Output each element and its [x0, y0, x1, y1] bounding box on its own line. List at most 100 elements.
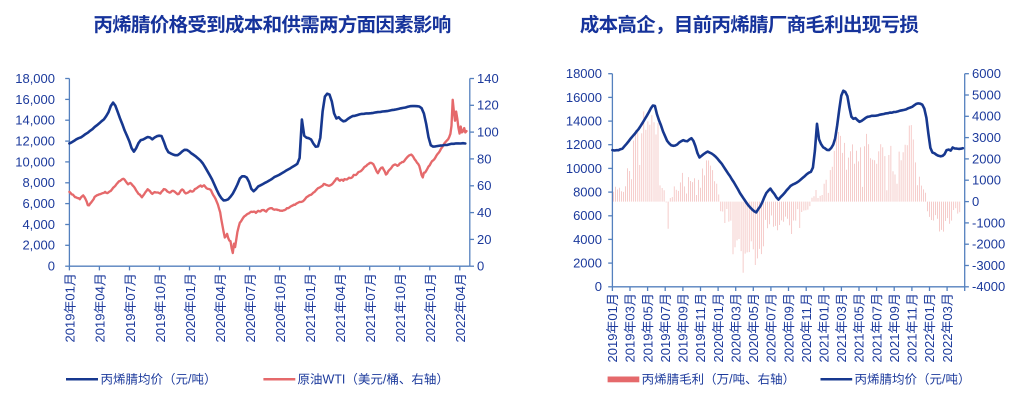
svg-text:01: 01: [63, 286, 78, 300]
svg-text:2020: 2020: [746, 334, 761, 363]
svg-text:07: 07: [363, 286, 378, 300]
svg-text:0: 0: [48, 259, 55, 274]
svg-text:04: 04: [453, 286, 468, 300]
svg-text:12000: 12000: [566, 137, 602, 152]
svg-text:11: 11: [693, 307, 708, 321]
svg-text:5000: 5000: [972, 87, 1001, 102]
svg-text:/: /: [188, 373, 192, 387]
svg-text:2020: 2020: [213, 314, 228, 343]
svg-text:2000: 2000: [573, 256, 602, 271]
svg-text:11: 11: [799, 307, 814, 321]
svg-text:120: 120: [477, 98, 499, 113]
svg-text:2021: 2021: [817, 334, 832, 363]
svg-text:0: 0: [477, 259, 484, 274]
svg-text:4,000: 4,000: [22, 217, 55, 232]
svg-text:01: 01: [605, 306, 620, 320]
svg-text:10000: 10000: [566, 161, 602, 176]
svg-text:WTI: WTI: [323, 373, 346, 387]
svg-text:2021: 2021: [333, 314, 348, 343]
svg-text:6000: 6000: [972, 66, 1001, 81]
svg-text:16000: 16000: [566, 90, 602, 105]
svg-text:2,000: 2,000: [22, 238, 55, 253]
svg-text:0: 0: [595, 279, 602, 294]
svg-text:04: 04: [93, 286, 108, 300]
svg-text:6000: 6000: [573, 208, 602, 223]
svg-text:09: 09: [781, 306, 796, 320]
svg-text:12,000: 12,000: [15, 134, 55, 149]
svg-text:01: 01: [423, 286, 438, 300]
svg-text:2020: 2020: [711, 334, 726, 363]
svg-text:09: 09: [887, 306, 902, 320]
svg-text:4000: 4000: [573, 232, 602, 247]
svg-text:2021: 2021: [905, 334, 920, 363]
svg-text:2022: 2022: [453, 314, 468, 343]
svg-text:01: 01: [922, 306, 937, 320]
svg-text:4000: 4000: [972, 109, 1001, 124]
svg-text:03: 03: [940, 306, 955, 320]
svg-text:01: 01: [711, 306, 726, 320]
svg-text:80: 80: [477, 151, 491, 166]
svg-text:2019: 2019: [93, 314, 108, 343]
svg-text:20: 20: [477, 232, 491, 247]
svg-text:10: 10: [273, 286, 288, 300]
svg-text:-3000: -3000: [972, 258, 1005, 273]
svg-text:01: 01: [817, 306, 832, 320]
svg-text:10: 10: [153, 286, 168, 300]
svg-text:2019: 2019: [153, 314, 168, 343]
svg-text:10: 10: [393, 286, 408, 300]
svg-text:2019: 2019: [605, 334, 620, 363]
svg-text:-1000: -1000: [972, 215, 1005, 230]
svg-text:100: 100: [477, 125, 499, 140]
svg-text:14,000: 14,000: [15, 113, 55, 128]
svg-text:03: 03: [623, 306, 638, 320]
svg-text:04: 04: [333, 286, 348, 300]
svg-text:/: /: [942, 373, 946, 387]
svg-text:40: 40: [477, 205, 491, 220]
svg-text:04: 04: [213, 286, 228, 300]
svg-text:2019: 2019: [123, 314, 138, 343]
svg-text:07: 07: [764, 306, 779, 320]
svg-text:140: 140: [477, 71, 499, 86]
svg-text:2022: 2022: [940, 334, 955, 363]
svg-text:1000: 1000: [972, 173, 1001, 188]
svg-text:01: 01: [183, 286, 198, 300]
svg-text:2020: 2020: [183, 314, 198, 343]
svg-text:14000: 14000: [566, 114, 602, 129]
svg-text:/: /: [383, 373, 387, 387]
svg-text:2020: 2020: [764, 334, 779, 363]
svg-text:-4000: -4000: [972, 279, 1005, 294]
svg-text:11: 11: [905, 307, 920, 321]
svg-text:2019: 2019: [640, 334, 655, 363]
svg-text:2019: 2019: [676, 334, 691, 363]
svg-text:07: 07: [869, 306, 884, 320]
svg-text:2021: 2021: [393, 314, 408, 343]
svg-text:2000: 2000: [972, 151, 1001, 166]
svg-text:07: 07: [243, 286, 258, 300]
svg-text:03: 03: [834, 306, 849, 320]
svg-text:2021: 2021: [869, 334, 884, 363]
svg-text:2021: 2021: [834, 334, 849, 363]
svg-text:16,000: 16,000: [15, 92, 55, 107]
svg-text:2020: 2020: [243, 314, 258, 343]
svg-text:8000: 8000: [573, 185, 602, 200]
svg-text:/: /: [729, 373, 733, 387]
svg-text:03: 03: [728, 306, 743, 320]
svg-text:07: 07: [123, 286, 138, 300]
svg-text:10,000: 10,000: [15, 154, 55, 169]
svg-text:8,000: 8,000: [22, 175, 55, 190]
svg-text:-2000: -2000: [972, 237, 1005, 252]
svg-text:05: 05: [640, 306, 655, 320]
svg-text:0: 0: [972, 194, 979, 209]
svg-text:09: 09: [676, 306, 691, 320]
svg-text:18,000: 18,000: [15, 71, 55, 86]
svg-text:2022: 2022: [922, 334, 937, 363]
svg-text:2021: 2021: [887, 334, 902, 363]
svg-text:2020: 2020: [273, 314, 288, 343]
svg-text:18000: 18000: [566, 66, 602, 81]
svg-text:2021: 2021: [363, 314, 378, 343]
svg-text:2019: 2019: [623, 334, 638, 363]
svg-text:3000: 3000: [972, 130, 1001, 145]
svg-text:01: 01: [303, 286, 318, 300]
svg-text:2022: 2022: [423, 314, 438, 343]
svg-text:2020: 2020: [781, 334, 796, 363]
